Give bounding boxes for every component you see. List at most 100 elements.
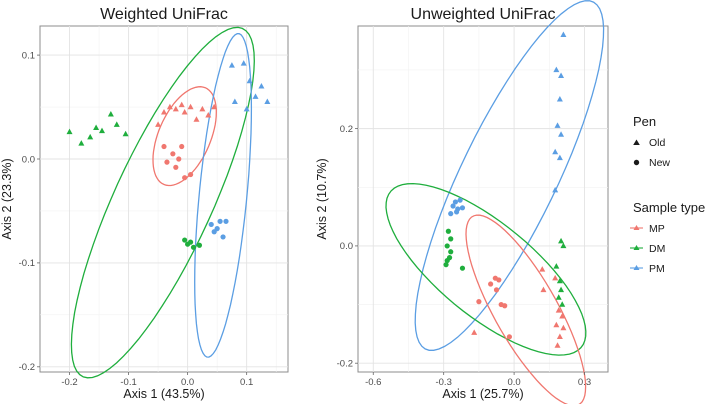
weighted-point-dm-old bbox=[78, 140, 85, 146]
weighted-point-mp-old bbox=[155, 121, 162, 127]
unweighted-point-mp-old bbox=[555, 307, 562, 313]
legend-dm-label: DM bbox=[649, 243, 665, 255]
unweighted-point-dm-old bbox=[560, 242, 567, 249]
weighted-point-pm-old bbox=[231, 98, 238, 105]
unweighted-point-pm-new bbox=[452, 199, 459, 205]
legend-new-circle-icon bbox=[633, 159, 640, 166]
unweighted-point-dm-old bbox=[558, 286, 565, 293]
weighted-point-pm-new bbox=[208, 221, 214, 228]
unweighted-point-dm-old bbox=[555, 294, 562, 300]
weighted-point-mp-old bbox=[199, 105, 206, 112]
weighted-point-pm-old bbox=[264, 98, 271, 105]
unweighted-point-pm-old bbox=[558, 72, 565, 79]
unweighted-ellipses bbox=[385, 0, 605, 404]
unweighted-point-mp-new bbox=[493, 287, 500, 293]
legend-old-label: Old bbox=[649, 137, 666, 149]
unweighted-point-dm-new bbox=[459, 265, 466, 271]
unweighted-point-dm-old bbox=[556, 277, 563, 284]
weighted-point-pm-old bbox=[243, 105, 250, 112]
unweighted-point-mp-old bbox=[540, 286, 547, 293]
weighted-ellipse-pm bbox=[194, 33, 253, 358]
weighted-point-mp-old bbox=[211, 103, 218, 110]
weighted-title: Weighted UniFrac bbox=[100, 6, 228, 23]
weighted-ellipse-dm bbox=[70, 26, 255, 379]
unweighted-x-tick-label: -0.6 bbox=[365, 377, 381, 388]
weighted-point-mp-new bbox=[176, 156, 182, 162]
unweighted-unifrac-panel: -0.6 -0.3 0.0 0.3 -0.2 0.0 0.2 Unweighted Uni… bbox=[315, 0, 609, 404]
weighted-x-ticks: -0.2 -0.1 0.0 0.1 bbox=[61, 372, 253, 388]
weighted-point-pm-old bbox=[246, 77, 253, 84]
weighted-y-axis-label: Axis 2 (23.3%) bbox=[0, 158, 14, 239]
weighted-point-dm-new bbox=[196, 242, 203, 248]
legend-dm-triangle-icon bbox=[633, 245, 640, 250]
unweighted-point-mp-old bbox=[556, 333, 563, 340]
weighted-point-mp-old bbox=[193, 116, 200, 122]
weighted-y-tick-label: 0.1 bbox=[22, 50, 35, 61]
unweighted-point-pm-old bbox=[556, 96, 563, 102]
unweighted-point-mp-new bbox=[488, 281, 494, 287]
unweighted-point-mp-new bbox=[506, 334, 513, 340]
legend-sample-type-title: Sample type bbox=[633, 200, 705, 215]
weighted-x-tick-label: 0.0 bbox=[181, 377, 194, 388]
unweighted-ellipse-dm bbox=[385, 182, 587, 356]
weighted-point-mp-old bbox=[166, 103, 173, 110]
weighted-point-mp-old bbox=[205, 112, 212, 118]
weighted-point-mp-old bbox=[178, 101, 185, 108]
legend-old-triangle-icon bbox=[633, 139, 640, 145]
weighted-point-mp-new bbox=[164, 159, 170, 165]
weighted-point-mp-new bbox=[161, 143, 167, 150]
weighted-point-mp-old bbox=[181, 108, 188, 115]
weighted-ellipses bbox=[70, 26, 255, 379]
weighted-x-tick-label: -0.1 bbox=[120, 377, 136, 388]
weighted-point-mp-new bbox=[182, 175, 188, 181]
weighted-point-mp-old bbox=[172, 105, 179, 112]
weighted-point-mp-new bbox=[179, 143, 185, 150]
unweighted-x-tick-label: 0.3 bbox=[578, 377, 591, 388]
unweighted-y-ticks: -0.2 0.0 0.2 bbox=[337, 124, 358, 370]
unweighted-point-dm-new bbox=[443, 262, 449, 268]
unweighted-point-dm-new bbox=[445, 228, 451, 234]
weighted-point-mp-new bbox=[173, 164, 179, 170]
unweighted-point-dm-new bbox=[448, 236, 454, 242]
unweighted-point-dm-new bbox=[448, 249, 454, 255]
legend-pm-key: PM bbox=[630, 263, 665, 275]
weighted-point-pm-old bbox=[252, 93, 259, 99]
weighted-point-dm-old bbox=[113, 121, 120, 127]
weighted-point-dm-new bbox=[182, 237, 188, 243]
unweighted-point-dm-new bbox=[444, 257, 450, 264]
weighted-ellipse-mp bbox=[152, 86, 217, 187]
weighted-point-dm-old bbox=[93, 124, 100, 131]
unweighted-point-pm-old bbox=[554, 122, 561, 128]
unweighted-point-mp-old bbox=[552, 274, 559, 281]
unweighted-point-pm-old bbox=[552, 186, 559, 193]
weighted-point-pm-new bbox=[214, 226, 220, 232]
legend-mp-label: MP bbox=[649, 223, 665, 235]
unweighted-plot-background bbox=[357, 25, 609, 373]
unweighted-point-mp-new bbox=[476, 299, 482, 305]
legend: Pen Old New Sample type MP DM PM bbox=[630, 114, 705, 275]
unweighted-y-tick-label: -0.2 bbox=[337, 359, 353, 370]
unweighted-x-axis-label: Axis 1 (25.7%) bbox=[442, 387, 523, 401]
legend-pen-title: Pen bbox=[633, 114, 656, 129]
weighted-y-ticks: -0.2 -0.1 0.0 0.1 bbox=[19, 50, 40, 373]
legend-mp-triangle-icon bbox=[633, 225, 640, 230]
weighted-point-dm-old bbox=[87, 133, 94, 140]
unweighted-point-mp-old bbox=[539, 266, 546, 272]
weighted-point-dm-old bbox=[122, 130, 129, 137]
unweighted-x-ticks: -0.6 -0.3 0.0 0.3 bbox=[365, 372, 591, 388]
unweighted-x-tick-label: 0.0 bbox=[507, 377, 520, 388]
weighted-point-pm-old bbox=[258, 82, 265, 89]
unweighted-title: Unweighted UniFrac bbox=[411, 6, 556, 23]
unweighted-point-mp-new bbox=[496, 277, 502, 283]
unweighted-point-mp-old bbox=[553, 321, 560, 328]
weighted-point-mp-old bbox=[187, 103, 194, 110]
weighted-point-pm-old bbox=[228, 62, 235, 68]
unweighted-point-pm-old bbox=[552, 148, 559, 155]
legend-dm-key: DM bbox=[630, 243, 665, 255]
weighted-y-tick-label: -0.2 bbox=[19, 362, 35, 373]
unweighted-point-pm-new bbox=[450, 203, 456, 209]
weighted-unifrac-panel: -0.2 -0.1 0.0 0.1 -0.2 -0.1 0.0 0.1 Weighted U… bbox=[0, 6, 289, 401]
legend-pm-label: PM bbox=[649, 263, 665, 275]
unweighted-point-pm-new bbox=[459, 205, 466, 211]
